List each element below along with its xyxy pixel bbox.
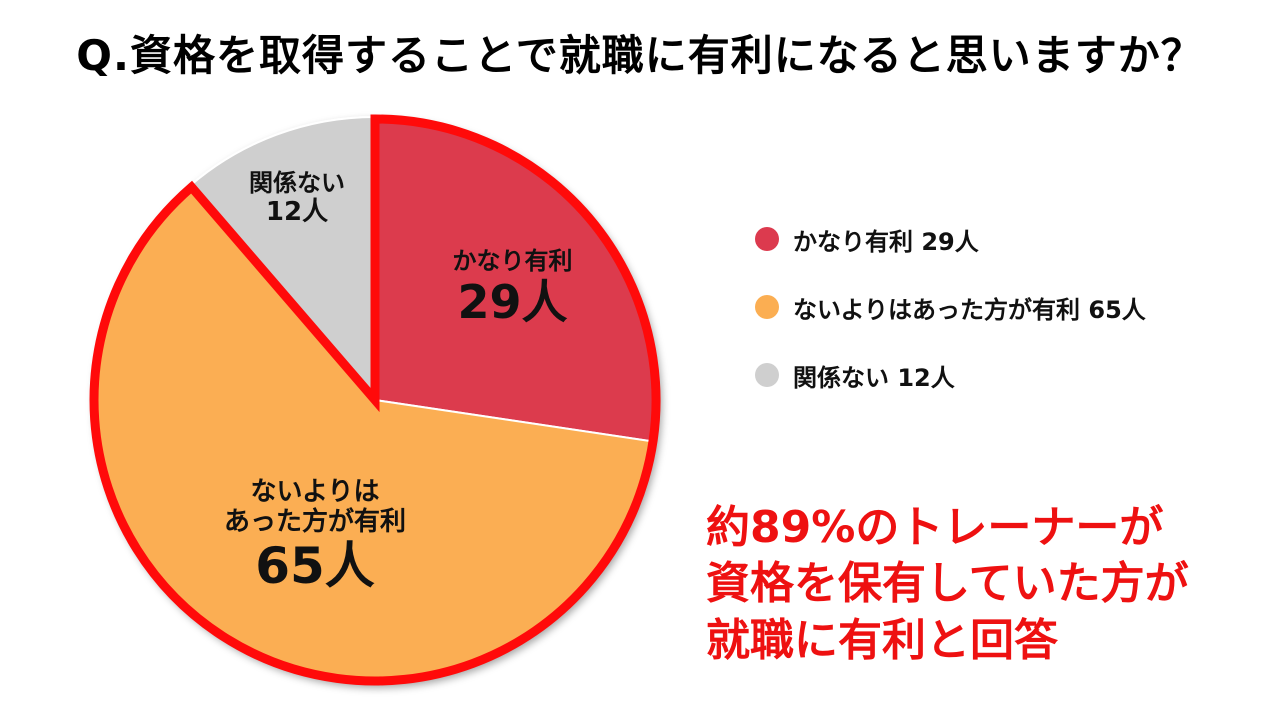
slice-label-strong-advantage: かなり有利 29人 xyxy=(420,247,605,329)
summary-callout: 約89%のトレーナーが 資格を保有していた方が 就職に有利と回答 xyxy=(706,500,1189,669)
slice-label-better-than-nothing-line2: あった方が有利 xyxy=(223,506,406,537)
page-title: Q.資格を取得することで就職に有利になると思いますか？ xyxy=(76,31,1204,80)
summary-callout-line-2: 資格を保有していた方が xyxy=(706,558,1189,610)
legend-swatch-strong-advantage xyxy=(755,227,779,251)
legend-text-strong-advantage: かなり有利 29人 xyxy=(793,227,979,256)
slice-label-unrelated: 関係ない 12人 xyxy=(232,169,362,227)
summary-callout-line-3: 就職に有利と回答 xyxy=(706,614,1058,666)
legend-item-unrelated: 関係ない 12人 xyxy=(755,341,1146,409)
legend-swatch-better-than-nothing xyxy=(755,295,779,319)
slice-label-strong-advantage-name: かなり有利 xyxy=(452,247,573,275)
slice-label-better-than-nothing-value: 65人 xyxy=(255,536,375,595)
legend-text-unrelated: 関係ない 12人 xyxy=(793,363,955,392)
legend-item-better-than-nothing: ないよりはあった方が有利 65人 xyxy=(755,273,1146,341)
slice-label-unrelated-name: 関係ない xyxy=(249,169,345,197)
pie-slice-unrelated xyxy=(188,115,376,403)
summary-callout-line-1: 約89%のトレーナーが xyxy=(706,502,1164,553)
chart-legend: かなり有利 29人 ないよりはあった方が有利 65人 関係ない 12人 xyxy=(755,205,1146,409)
slice-label-unrelated-value: 12人 xyxy=(265,196,329,227)
legend-item-strong-advantage: かなり有利 29人 xyxy=(755,205,1146,273)
slice-label-strong-advantage-value: 29人 xyxy=(457,274,568,329)
legend-swatch-unrelated xyxy=(755,363,779,387)
slice-label-better-than-nothing-line1: ないよりは xyxy=(250,477,380,507)
slice-label-better-than-nothing: ないよりは あった方が有利 65人 xyxy=(200,477,430,595)
legend-text-better-than-nothing: ないよりはあった方が有利 65人 xyxy=(793,295,1146,324)
pie-highlight-outline xyxy=(89,114,661,686)
